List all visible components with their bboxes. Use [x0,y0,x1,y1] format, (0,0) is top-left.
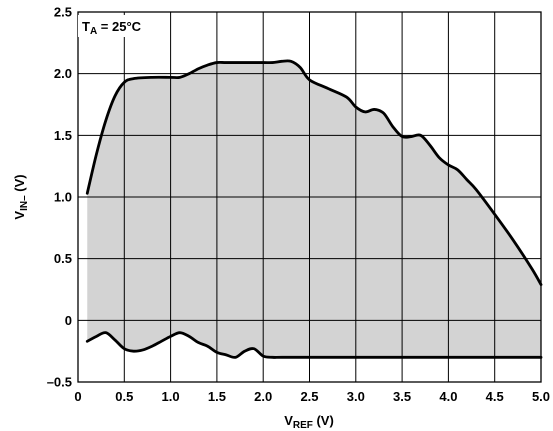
x-tick-label: 4.5 [486,389,504,404]
x-tick-label: 0 [74,389,81,404]
y-axis-title: VIN– (V) [12,174,30,219]
x-tick-label: 1.5 [208,389,226,404]
y-tick-labels: –0.5 0 0.5 1.0 1.5 2.0 2.5 [47,5,72,390]
upper-boundary-line [85,59,543,286]
y-tick-label: 0 [65,313,72,328]
x-tick-label: 2.0 [254,389,272,404]
y-tick-label: 2.5 [54,5,72,20]
y-tick-label: 2.0 [54,66,72,81]
x-tick-label: 0.5 [115,389,133,404]
x-tick-label: 4.0 [439,389,457,404]
y-tick-label: –0.5 [47,375,72,390]
y-tick-label: 1.0 [54,190,72,205]
x-tick-labels: 0 0.5 1.0 1.5 2.0 2.5 3.0 3.5 4.0 4.5 5.0 [74,389,550,404]
grid [78,12,541,382]
x-tick-label: 3.0 [347,389,365,404]
x-tick-label: 3.5 [393,389,411,404]
temperature-annotation: TA = 25°C [82,19,142,37]
x-tick-label: 5.0 [532,389,550,404]
x-axis-title: VREF (V) [284,413,334,431]
plot-frame [77,11,542,383]
y-tick-label: 0.5 [54,251,72,266]
x-tick-label: 2.5 [300,389,318,404]
x-tick-label: 1.0 [162,389,180,404]
annotation-background [78,15,164,37]
y-tick-label: 1.5 [54,128,72,143]
shaded-operating-region [87,60,541,358]
lower-boundary-line [85,331,543,359]
